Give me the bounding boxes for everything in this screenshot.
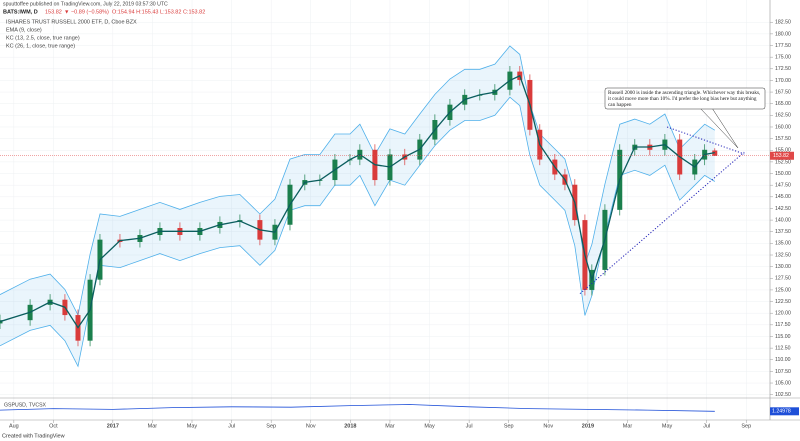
y-tick-label: 147.50 — [775, 183, 791, 189]
x-tick-label: Nov — [306, 423, 316, 429]
y-tick-label: 135.00 — [775, 241, 791, 247]
legend-entry: KC (13, 2.5, close, true range) — [6, 35, 80, 41]
symbol: BATS:IWM, D — [3, 9, 38, 15]
indicator-last-label: 1.24978 — [772, 409, 791, 415]
y-tick-label: 145.00 — [775, 194, 791, 200]
x-tick-label: Mar — [385, 423, 395, 429]
plot — [0, 45, 718, 368]
y-tick-label: 142.50 — [775, 206, 791, 212]
ema-line — [0, 74, 715, 329]
y-tick-label: 177.50 — [775, 43, 791, 49]
legend-entry: KC (26, 1, close, true range) — [6, 43, 75, 49]
y-tick-label: 180.00 — [775, 31, 791, 37]
y-tick-label: 112.50 — [775, 345, 791, 351]
last-price-label: 153.82 — [773, 153, 789, 159]
y-tick-label: 102.50 — [775, 392, 791, 398]
x-tick-label: Sep — [504, 423, 514, 429]
y-tick-label: 160.00 — [775, 124, 791, 130]
y-tick-label: 175.00 — [775, 55, 791, 61]
y-tick-label: 155.00 — [775, 148, 791, 154]
x-tick-label: Jul — [228, 423, 235, 429]
y-tick-label: 115.00 — [775, 334, 791, 340]
y-tick-label: 117.50 — [775, 322, 791, 328]
y-tick-label: 167.50 — [775, 89, 791, 95]
x-tick-label: Oct — [49, 423, 58, 429]
y-tick-label: 122.50 — [775, 299, 791, 305]
trendline — [579, 151, 745, 295]
x-tick-label: Sep — [741, 423, 751, 429]
x-tick-label: May — [187, 423, 198, 429]
x-tick-label: 2017 — [107, 423, 119, 429]
y-tick-label: 127.50 — [775, 276, 791, 282]
annotation: Russell 2000 is inside the ascending tri… — [608, 90, 761, 108]
y-tick-label: 132.50 — [775, 252, 791, 258]
x-tick-label: Sep — [266, 423, 276, 429]
callout: Russell 2000 is inside the ascending tri… — [608, 90, 761, 108]
y-tick-label: 120.00 — [775, 311, 791, 317]
ohlc: O:154.94 H:155.43 L:153.82 C:153.82 — [112, 9, 205, 15]
y-tick-label: 125.00 — [775, 287, 791, 293]
price: 153.82 — [45, 9, 62, 15]
y-tick-label: 165.00 — [775, 101, 791, 107]
last-price-box — [770, 151, 794, 160]
callout-box — [604, 87, 766, 110]
y-tick-label: 157.50 — [775, 136, 791, 142]
change: ▼ −0.89 (−0.58%) — [64, 9, 109, 15]
y-tick-label: 107.50 — [775, 369, 791, 375]
y-tick-label: 140.00 — [775, 217, 791, 223]
y-tick-label: 152.50 — [775, 159, 791, 165]
y-tick-label: 110.00 — [775, 357, 791, 363]
x-tick-label: May — [662, 423, 673, 429]
y-tick-label: 162.50 — [775, 113, 791, 119]
x-tick-label: May — [424, 423, 435, 429]
x-tick-label: Mar — [148, 423, 158, 429]
y-tick-label: 172.50 — [775, 66, 791, 72]
publisher: spuuttoffee published on TradingView.com… — [3, 1, 168, 7]
grid — [0, 0, 770, 420]
legend-entry: EMA (9, close) — [6, 27, 42, 33]
y-tick-label: 130.00 — [775, 264, 791, 270]
band-upper — [0, 45, 716, 317]
y-tick-label: 137.50 — [775, 229, 791, 235]
x-tick-label: Jul — [703, 423, 710, 429]
chart-title: ISHARES TRUST RUSSELL 2000 ETF, D, Cboe … — [6, 19, 137, 25]
x-tick-label: Jul — [466, 423, 473, 429]
x-tick-label: 2018 — [344, 423, 356, 429]
indicator-name: GSPUSD, TVCSX — [4, 402, 47, 408]
y-tick-label: 105.00 — [775, 380, 791, 386]
x-tick-label: 2019 — [582, 423, 594, 429]
x-tick-label: Nov — [543, 423, 553, 429]
x-tick-label: Mar — [623, 423, 633, 429]
y-tick-label: 150.00 — [775, 171, 791, 177]
indicator-last-box — [770, 407, 799, 416]
y-tick-label: 182.50 — [775, 20, 791, 26]
x-tick-label: Aug — [9, 423, 19, 429]
footer: Created with TradingView — [2, 433, 65, 439]
band-fill — [0, 46, 715, 367]
y-tick-label: 170.00 — [775, 78, 791, 84]
indicator-line — [0, 404, 715, 412]
